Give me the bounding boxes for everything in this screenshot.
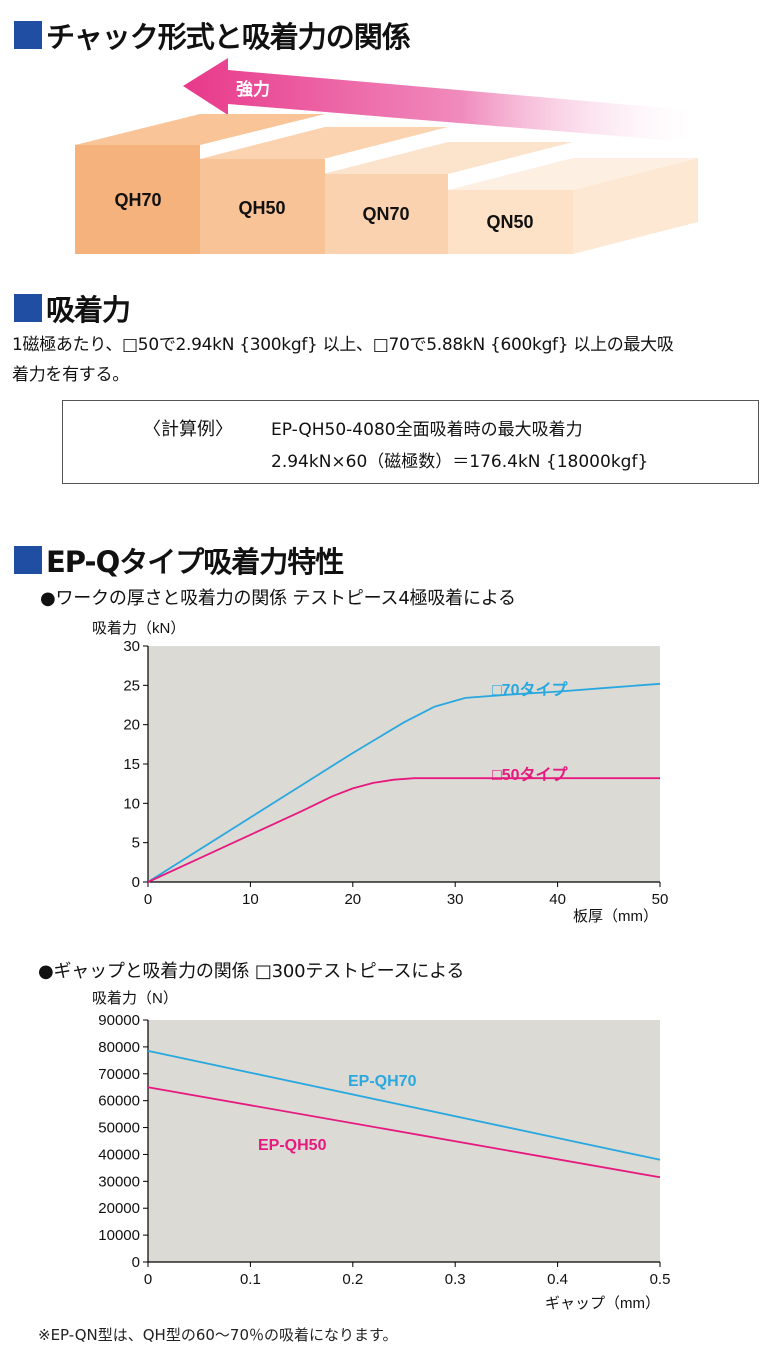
block-label: QN70 <box>362 204 409 224</box>
section-title-text: EP-Qタイプ吸着力特性 <box>46 545 344 579</box>
strength-arrow-label: 強力 <box>236 79 270 99</box>
y-tick-label: 50000 <box>98 1120 140 1137</box>
x-tick-label: 30 <box>447 891 464 908</box>
y-tick-label: 60000 <box>98 1093 140 1110</box>
x-axis-label: 板厚（mm） <box>573 907 658 925</box>
y-tick-label: 70000 <box>98 1066 140 1083</box>
x-axis-label: ギャップ（mm） <box>545 1295 660 1312</box>
block-label: QH70 <box>114 190 161 210</box>
x-tick-label: 0 <box>144 1271 152 1288</box>
y-tick-label: 25 <box>123 677 140 694</box>
plot-background <box>148 1020 660 1262</box>
x-tick-label: 0.4 <box>547 1271 568 1288</box>
calc-line: EP-QH50-4080全面吸着時の最大吸着力 <box>271 420 583 440</box>
footnote: ※EP-QN型は、QH型の60～70％の吸着になります。 <box>38 1326 398 1344</box>
calc-label: 〈計算例〉 <box>143 419 233 440</box>
x-tick-label: 0.2 <box>342 1271 363 1288</box>
blue-square-icon <box>14 546 42 574</box>
strength-arrow <box>183 58 690 142</box>
section-title-text: 吸着力 <box>46 293 131 327</box>
chart1-title: ●ワークの厚さと吸着力の関係 テストピース4極吸着による <box>40 588 516 609</box>
y-tick-label: 30000 <box>98 1173 140 1190</box>
chart2-title: ●ギャップと吸着力の関係 □300テストピースによる <box>38 961 465 982</box>
series-line-1 <box>147 1086 661 1179</box>
series-line-0 <box>147 1050 661 1161</box>
blue-square-icon <box>14 21 42 49</box>
calculation-example-box: 〈計算例〉 EP-QH50-4080全面吸着時の最大吸着力 2.94kN×60（… <box>62 400 759 484</box>
block-qn70: QN70 <box>323 142 573 254</box>
y-tick-label: 20000 <box>98 1200 140 1217</box>
x-tick-label: 40 <box>549 891 566 908</box>
x-tick-label: 10 <box>242 891 259 908</box>
description-line: 1磁極あたり、□50で2.94kN {300kgf} 以上、□70で5.88kN… <box>12 335 674 355</box>
y-tick-label: 0 <box>132 874 140 891</box>
attraction-description: 1磁極あたり、□50で2.94kN {300kgf} 以上、□70で5.88kN… <box>12 330 768 390</box>
calc-line: 2.94kN×60（磁極数）＝176.4kN {18000kgf} <box>271 452 649 472</box>
x-tick-label: 0.3 <box>445 1271 466 1288</box>
x-tick-label: 0 <box>144 891 152 908</box>
x-tick-label: 20 <box>344 891 361 908</box>
description-line: 着力を有する。 <box>12 365 129 385</box>
y-tick-label: 30 <box>123 638 140 655</box>
block-label: QH50 <box>238 198 285 218</box>
series-label-0: EP-QH70 <box>348 1073 417 1090</box>
series-line-1 <box>147 777 660 883</box>
y-tick-label: 5 <box>132 835 140 852</box>
x-tick-label: 50 <box>652 891 669 908</box>
y-tick-label: 80000 <box>98 1039 140 1056</box>
x-tick-label: 0.1 <box>240 1271 261 1288</box>
blue-square-icon <box>14 294 42 322</box>
x-tick-label: 0.5 <box>650 1271 671 1288</box>
y-axis-label: 吸着力（N） <box>92 990 178 1007</box>
y-tick-label: 0 <box>132 1254 140 1271</box>
series-label-1: EP-QH50 <box>258 1137 327 1154</box>
section-title-characteristics: EP-Qタイプ吸着力特性 <box>14 539 344 581</box>
block-qn50: QN50 <box>448 158 698 254</box>
y-tick-label: 10000 <box>98 1227 140 1244</box>
y-tick-label: 40000 <box>98 1146 140 1163</box>
chuck-strength-diagram: 強力 QN50 QN70 QH50 QH70 <box>75 58 698 254</box>
block-label: QN50 <box>486 212 533 232</box>
y-tick-label: 10 <box>123 795 140 812</box>
series-line-0 <box>147 682 661 883</box>
section-title-text: チャック形式と吸着力の関係 <box>46 20 411 54</box>
y-tick-label: 90000 <box>98 1012 140 1029</box>
block-qh70: QH70 <box>75 114 325 254</box>
y-tick-label: 15 <box>123 756 140 773</box>
thickness-chart: 0 5 10 15 20 25 30 0 10 20 30 40 50 吸着力（kN） 板厚（mm） □70タ… <box>92 620 669 925</box>
y-tick-label: 20 <box>123 717 140 734</box>
series-label-0: □70タイプ <box>492 680 568 699</box>
section-title-attraction: 吸着力 <box>14 287 131 329</box>
block-qh50: QH50 <box>200 127 448 254</box>
y-axis-label: 吸着力（kN） <box>92 620 185 637</box>
gap-chart: 0 10000 20000 30000 40000 50000 60000 70000 8000… <box>92 990 671 1312</box>
section-title-chuck-type: チャック形式と吸着力の関係 <box>14 14 411 56</box>
series-label-1: □50タイプ <box>492 765 568 784</box>
